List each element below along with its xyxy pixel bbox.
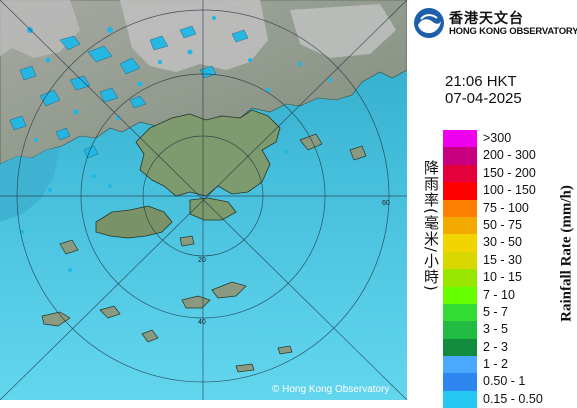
time-text: 21:06 HKT <box>445 73 517 90</box>
legend-label: 150 - 200 <box>483 165 536 180</box>
copyright-text: © Hong Kong Observatory <box>272 384 390 395</box>
legend-row: 15 - 30 <box>443 251 563 270</box>
legend-swatch <box>443 234 477 252</box>
logo-chinese-text: 香港天文台 <box>449 11 524 27</box>
ring-label-20: 20 <box>198 257 206 264</box>
legend-row: 30 - 50 <box>443 234 563 252</box>
legend-swatch <box>443 199 477 217</box>
legend-swatch <box>443 182 477 200</box>
legend-label: 7 - 10 <box>483 287 515 302</box>
lantau-island <box>95 205 173 239</box>
hko-logo: 香港天文台 HONG KONG OBSERVATORY <box>413 7 577 39</box>
legend-row: >300 <box>443 130 563 148</box>
legend-swatch <box>443 147 477 165</box>
legend-title-chinese: 降雨率(毫米/小時) <box>422 160 440 292</box>
legend-label: 0.15 - 0.50 <box>483 391 543 406</box>
urban-area <box>290 4 396 58</box>
legend-swatch <box>443 286 477 304</box>
legend-row: 75 - 100 <box>443 199 563 217</box>
date-text: 07-04-2025 <box>445 90 522 107</box>
legend-label: 10 - 15 <box>483 270 522 285</box>
legend-row: 10 - 15 <box>443 269 563 287</box>
legend-row: 2 - 3 <box>443 338 563 357</box>
legend-panel: 香港天文台 HONG KONG OBSERVATORY 21:06 HKT 07… <box>407 0 577 408</box>
legend-swatch <box>443 390 477 408</box>
hko-logo-icon <box>414 8 444 38</box>
legend-swatch <box>443 164 477 183</box>
legend-swatch <box>443 216 477 235</box>
legend-label: 30 - 50 <box>483 235 522 250</box>
legend-label: 1 - 2 <box>483 357 509 372</box>
urban-area <box>0 0 80 58</box>
ring-label-60: 60 <box>382 200 390 207</box>
legend-row: 1 - 2 <box>443 356 563 374</box>
legend-swatch <box>443 356 477 374</box>
legend-row: 50 - 75 <box>443 216 563 235</box>
estuary <box>0 147 60 222</box>
range-ring-labels: 60 40 20 <box>198 200 390 326</box>
legend-swatch <box>443 303 477 322</box>
outlying-islands <box>41 133 367 373</box>
legend-row: 3 - 5 <box>443 321 563 339</box>
legend-label: 200 - 300 <box>483 148 536 163</box>
legend-swatch <box>443 338 477 357</box>
rain-echoes <box>9 25 249 159</box>
legend-label: >300 <box>483 131 512 145</box>
radar-image: 60 40 20 <box>0 0 407 400</box>
legend-label: 5 - 7 <box>483 304 509 319</box>
legend-label: 100 - 150 <box>483 183 536 198</box>
ring-label-40: 40 <box>198 319 206 326</box>
legend-swatch <box>443 321 477 339</box>
legend-swatch <box>443 373 477 391</box>
legend-label: 15 - 30 <box>483 252 522 267</box>
legend-row: 100 - 150 <box>443 182 563 200</box>
legend-row: 0.15 - 0.50 <box>443 390 563 408</box>
legend-swatch <box>443 251 477 270</box>
legend-row: 200 - 300 <box>443 147 563 165</box>
rainfall-legend: >300 200 - 300 150 - 200 100 - 150 75 - 100 5… <box>443 130 563 408</box>
urban-area <box>120 0 268 72</box>
legend-title-english: Rainfall Rate (mm/h) <box>558 185 575 322</box>
legend-label: 2 - 3 <box>483 339 509 354</box>
range-rings <box>0 0 407 400</box>
hong-kong-land <box>135 109 281 197</box>
legend-label: 3 - 5 <box>483 322 509 337</box>
legend-label: 0.50 - 1 <box>483 374 526 389</box>
legend-swatch <box>443 269 477 287</box>
legend-row: 0.50 - 1 <box>443 373 563 391</box>
logo-english-text: HONG KONG OBSERVATORY <box>449 26 577 37</box>
legend-swatch <box>443 130 477 148</box>
legend-row: 7 - 10 <box>443 286 563 304</box>
legend-row: 5 - 7 <box>443 303 563 322</box>
legend-label: 50 - 75 <box>483 217 522 232</box>
legend-label: 75 - 100 <box>483 200 529 215</box>
legend-title-english-wrap: Rainfall Rate (mm/h) <box>557 140 577 370</box>
timestamp: 21:06 HKT 07-04-2025 <box>445 73 522 107</box>
legend-row: 150 - 200 <box>443 164 563 183</box>
radar-map[interactable]: 60 40 20 © Hong Kong Observatory <box>0 0 407 400</box>
